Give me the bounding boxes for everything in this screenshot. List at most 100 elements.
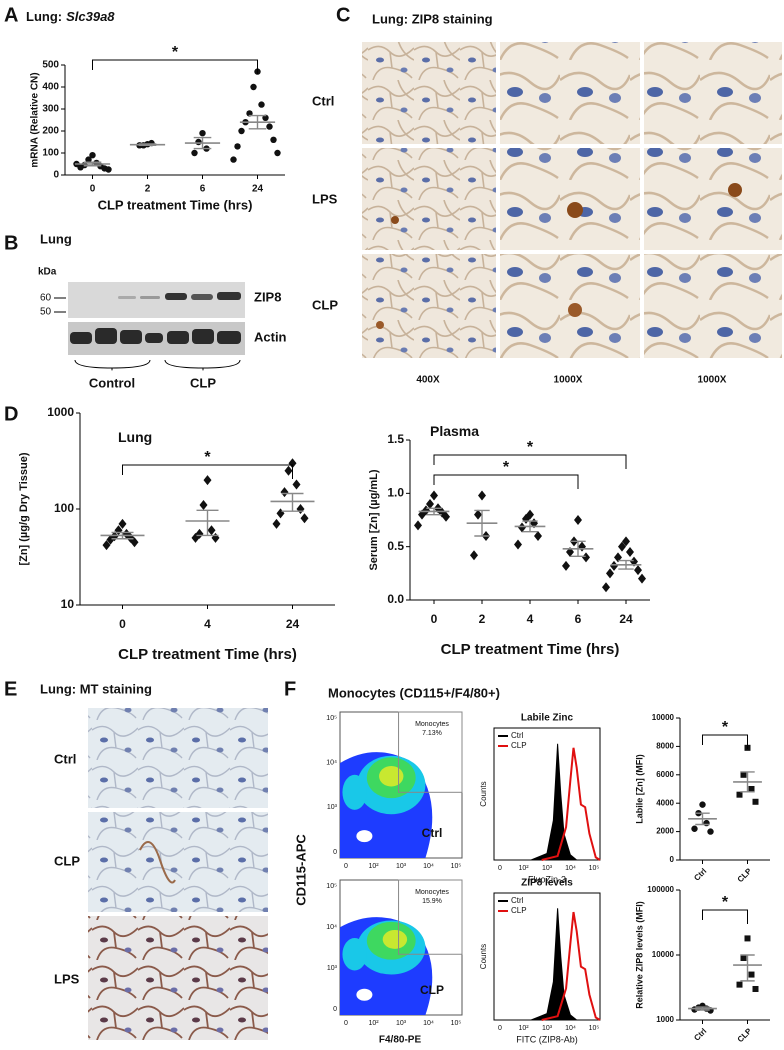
point xyxy=(284,465,293,476)
x-tick-label: 10² xyxy=(368,863,379,870)
point xyxy=(203,475,212,486)
group-bracket xyxy=(164,359,241,371)
dot-plot: 0 100 200 300 400 500 0 2 6 24 Lung: Slc39a8 CLP tre… xyxy=(26,9,285,212)
panel-label: D xyxy=(4,403,18,425)
y-tick-label: 10³ xyxy=(327,965,338,972)
x-tick-label: 0 xyxy=(498,1025,502,1032)
error-bar xyxy=(193,136,212,150)
plot-frame xyxy=(493,727,601,861)
significance-label: * xyxy=(722,894,729,911)
y-tick-label: 10⁵ xyxy=(326,715,337,722)
point xyxy=(736,791,743,798)
dot-plot: 0 2000 4000 6000 8000 10000 Ctrl CLP Labile [Zn]… xyxy=(634,713,770,884)
group-bracket xyxy=(74,359,151,371)
x-tick-label: 4 xyxy=(204,617,211,631)
histogram: ZIP8 levels Counts FITC (ZIP8-Ab) 0 10² 10³ 10… xyxy=(479,878,601,1044)
point xyxy=(276,508,285,519)
group-label: CLP xyxy=(190,375,216,390)
gate-label: Monocytes xyxy=(415,889,449,896)
point xyxy=(266,123,273,130)
histogram-curve xyxy=(541,911,601,1021)
significance-bracket xyxy=(122,464,293,479)
significance-label: * xyxy=(204,449,211,466)
point xyxy=(300,513,309,524)
density-blob xyxy=(379,766,404,787)
gate-percent: 7.13% xyxy=(422,730,442,737)
y-tick-label: 10000 xyxy=(652,950,675,959)
y-tick-label: 2000 xyxy=(656,827,674,836)
error-bar xyxy=(740,771,755,793)
point xyxy=(105,166,112,173)
y-tick-label: 100000 xyxy=(647,885,674,894)
x-axis-label: CLP treatment Time (hrs) xyxy=(441,641,620,658)
density-hole xyxy=(356,830,373,843)
density-blob xyxy=(382,929,408,949)
dot-plot: 10 100 1000 0 4 24 Lung CLP treatment Time (hrs… xyxy=(18,405,335,663)
x-tick-label: 10³ xyxy=(542,1025,553,1032)
x-axis-label: CLP treatment Time (hrs) xyxy=(118,646,297,663)
x-tick-label: 2 xyxy=(479,612,486,626)
error-bar xyxy=(695,812,710,826)
point xyxy=(562,560,570,571)
x-tick-label: 10⁴ xyxy=(565,1025,576,1032)
x-tick-label: 10⁴ xyxy=(423,1020,434,1027)
point xyxy=(280,487,289,498)
significance-label: * xyxy=(722,719,729,736)
panel-title: Lung: MT staining xyxy=(40,681,152,696)
significance-bracket xyxy=(433,454,627,469)
point xyxy=(707,828,714,835)
x-tick-label: 10² xyxy=(368,1020,379,1027)
flow-xlabel: F4/80-PE xyxy=(379,1035,422,1046)
y-tick-label: 8000 xyxy=(656,742,674,751)
error-bar xyxy=(570,540,586,557)
point xyxy=(207,525,216,536)
y-tick-label: 1000 xyxy=(47,405,74,419)
title-text: Lung: xyxy=(26,9,62,24)
y-tick-label: 1000 xyxy=(656,1015,674,1024)
x-tick-label: 4 xyxy=(527,612,534,626)
group-label: Control xyxy=(89,375,135,390)
chart-title: Lung xyxy=(118,429,152,445)
x-tick-label: 2 xyxy=(145,184,151,195)
point xyxy=(85,156,92,163)
panel-title: Lung: ZIP8 staining xyxy=(372,11,493,26)
histogram-curve xyxy=(530,908,579,1021)
point xyxy=(752,985,759,992)
point xyxy=(518,522,526,533)
point xyxy=(578,541,586,552)
x-tick-label: 10⁵ xyxy=(589,865,600,872)
histogram-title: Labile Zinc xyxy=(521,713,574,724)
x-tick-label: 0 xyxy=(344,1020,348,1027)
point xyxy=(234,143,241,150)
blot-bands xyxy=(70,328,241,344)
col-label: 1000X xyxy=(698,375,727,386)
x-tick-label: 0 xyxy=(119,617,126,631)
row-label: Ctrl xyxy=(312,93,334,108)
point xyxy=(582,552,590,563)
point xyxy=(270,136,277,143)
error-bar xyxy=(740,954,755,982)
legend-label: Ctrl xyxy=(511,731,524,740)
x-tick-label: 24 xyxy=(286,617,300,631)
y-axis-label: Relative ZIP8 levels (MFI) xyxy=(634,901,644,1009)
col-label: 1000X xyxy=(554,375,583,386)
y-tick-label: 10000 xyxy=(652,713,675,722)
point xyxy=(250,83,257,91)
error-bar xyxy=(618,559,634,570)
panel-label: C xyxy=(336,4,350,26)
title-text: Plasma xyxy=(430,423,479,439)
point xyxy=(288,458,297,469)
band-label: Actin xyxy=(254,329,287,344)
y-tick-label: 4000 xyxy=(656,798,674,807)
point xyxy=(118,518,127,529)
x-tick-label: 10³ xyxy=(396,863,407,870)
row-label: CLP xyxy=(54,853,80,868)
flow-ylabel: CD115-APC xyxy=(293,834,308,906)
gate xyxy=(398,711,463,793)
row-label: LPS xyxy=(312,191,338,206)
x-axis-label: FITC (ZIP8-Ab) xyxy=(516,1034,578,1044)
x-tick-label: 6 xyxy=(200,184,206,195)
density-plot: Monocytes 15.9% CLP 0 10² 10³ 10⁴ 10⁵ 0 10³ 10⁴ 10⁵ xyxy=(326,879,463,1027)
point xyxy=(478,490,486,501)
point xyxy=(199,130,206,137)
